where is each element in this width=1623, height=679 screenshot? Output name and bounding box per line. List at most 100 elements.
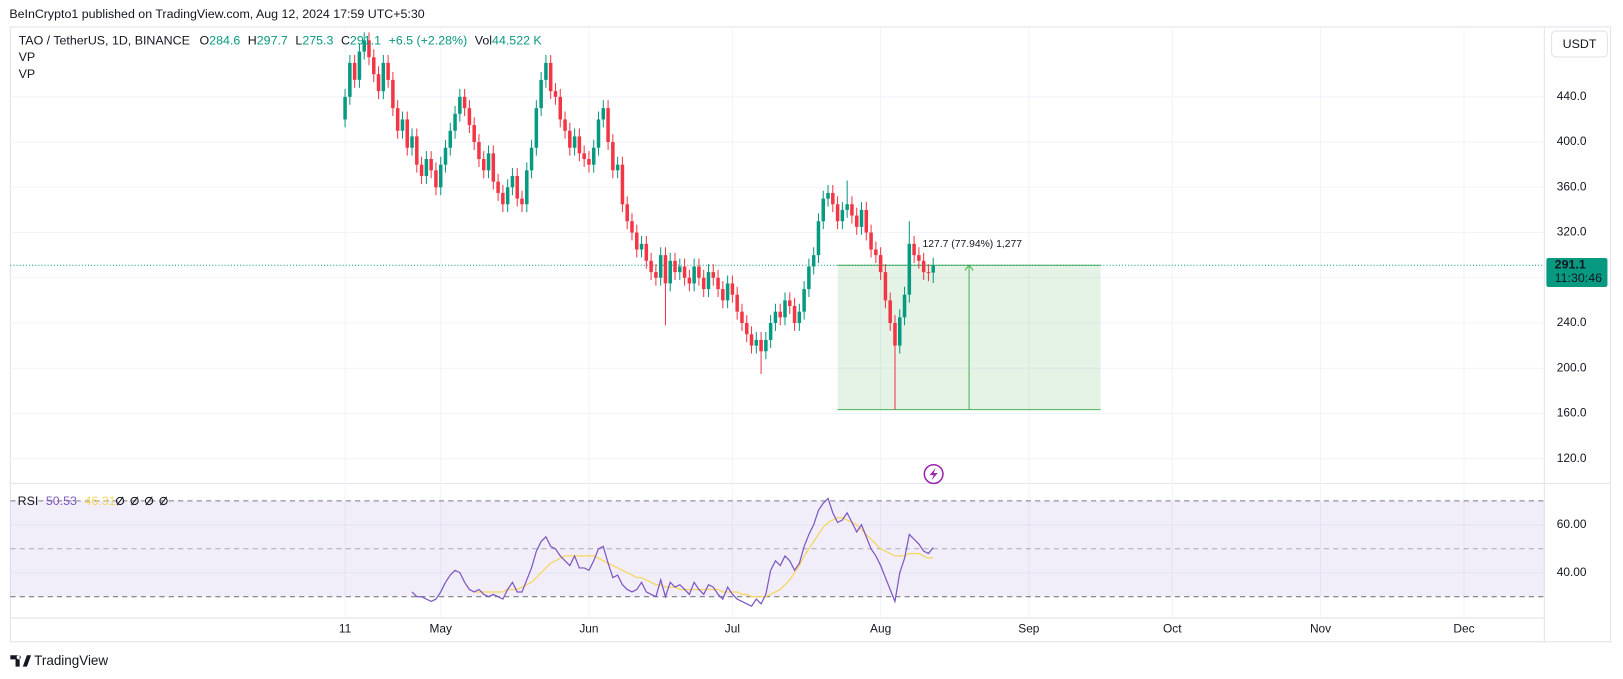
candle-body bbox=[630, 221, 634, 233]
rsi-legend: RSI 50.53 46.31 bbox=[18, 494, 116, 508]
candle-body bbox=[639, 243, 644, 250]
legend-field: H bbox=[248, 34, 257, 48]
candle-body bbox=[926, 272, 931, 274]
candle-body bbox=[826, 192, 830, 199]
candle-body bbox=[491, 153, 496, 182]
countdown: 11:30:46 bbox=[1555, 271, 1602, 285]
candle-body bbox=[802, 289, 806, 312]
y-tick-label: 120.0 bbox=[1557, 451, 1587, 465]
legend-low: 275.3 bbox=[302, 34, 333, 48]
rsi-pane bbox=[10, 497, 1545, 608]
measure-label: 127.7 (77.94%) 1,277 bbox=[923, 239, 1023, 250]
candle-body bbox=[917, 255, 921, 261]
candle-body bbox=[525, 170, 529, 205]
rsi-hidden-icons bbox=[115, 496, 168, 506]
candle-body bbox=[563, 119, 567, 131]
candle-body bbox=[754, 339, 759, 346]
legend-high: 297.7 bbox=[257, 34, 288, 48]
candle-body bbox=[611, 142, 615, 171]
ma-line bbox=[474, 517, 934, 598]
candle-body bbox=[415, 136, 419, 165]
candle-body bbox=[348, 62, 352, 97]
candle-body bbox=[376, 74, 381, 92]
candle-body bbox=[544, 62, 548, 80]
candle-body bbox=[678, 266, 682, 273]
legend-close: 291.1 bbox=[350, 34, 381, 48]
candle-body bbox=[596, 119, 601, 148]
candle-body bbox=[764, 339, 768, 352]
legend-field: L bbox=[295, 34, 302, 48]
candle-body bbox=[534, 108, 539, 148]
candle-body bbox=[735, 294, 739, 312]
candle-body bbox=[768, 322, 773, 340]
candle-body bbox=[759, 339, 763, 352]
chart-frame bbox=[9, 26, 1612, 643]
candle-body bbox=[496, 181, 500, 193]
rsi-tick-label: 60.00 bbox=[1557, 517, 1587, 531]
candle-body bbox=[778, 311, 782, 318]
candle-body bbox=[807, 266, 811, 290]
symbol: TAO / TetherUS, 1D, BINANCE bbox=[19, 34, 190, 48]
legend-change: +6.5 (+2.28%) bbox=[389, 34, 468, 48]
candle-body bbox=[367, 40, 371, 58]
candle-body bbox=[883, 272, 888, 301]
candle-body bbox=[730, 283, 735, 295]
candle-body bbox=[601, 108, 606, 120]
currency-button[interactable] bbox=[1551, 30, 1608, 58]
candle-body bbox=[845, 204, 849, 210]
y-tick-label: 320.0 bbox=[1557, 225, 1587, 239]
candle-body bbox=[725, 283, 730, 301]
candle-body bbox=[548, 62, 553, 92]
candle-body bbox=[893, 322, 897, 346]
candle-body bbox=[410, 136, 414, 148]
candle-body bbox=[400, 119, 405, 131]
candle-body bbox=[462, 96, 467, 109]
candle-body bbox=[453, 113, 457, 131]
candle-body bbox=[673, 260, 677, 273]
candle-body bbox=[343, 96, 347, 120]
candle-body bbox=[405, 119, 410, 148]
candle-body bbox=[687, 277, 692, 284]
candle-body bbox=[486, 153, 491, 171]
candle-body bbox=[864, 209, 869, 233]
candle-body bbox=[740, 311, 744, 323]
y-tick-label: 440.0 bbox=[1557, 89, 1587, 103]
candle-body bbox=[481, 159, 486, 171]
event-icon[interactable] bbox=[923, 463, 944, 485]
candle-body bbox=[539, 79, 543, 109]
candle-body bbox=[921, 260, 926, 273]
currency[interactable]: USDT bbox=[1563, 37, 1597, 51]
candle-body bbox=[744, 322, 749, 335]
candle-body bbox=[897, 317, 902, 346]
candle-body bbox=[697, 266, 701, 278]
candle-body bbox=[644, 243, 649, 261]
candle-body bbox=[902, 294, 907, 318]
candle-body bbox=[840, 209, 845, 222]
rsi-label: RSI bbox=[18, 494, 39, 508]
candle-body bbox=[568, 130, 572, 148]
publisher: BeInCrypto1 published on TradingView.com… bbox=[9, 7, 424, 21]
y-tick-label: 240.0 bbox=[1557, 315, 1587, 329]
candles bbox=[343, 32, 935, 410]
x-tick-label: Nov bbox=[1310, 621, 1331, 635]
candle-body bbox=[520, 198, 524, 205]
candle-body bbox=[472, 125, 476, 143]
candle-body bbox=[811, 255, 816, 267]
candle-body bbox=[625, 204, 629, 222]
candle-body bbox=[515, 175, 519, 199]
candle-body bbox=[448, 130, 453, 148]
candle-body bbox=[711, 272, 716, 278]
candle-body bbox=[831, 192, 835, 205]
y-tick-label: 360.0 bbox=[1557, 179, 1587, 193]
candle-body bbox=[386, 62, 390, 80]
candle-body bbox=[869, 232, 873, 250]
candle-body bbox=[553, 91, 558, 97]
candle-body bbox=[467, 108, 472, 126]
measure-arrow-head bbox=[964, 264, 974, 271]
indicator-label: VP bbox=[19, 67, 36, 81]
candle-body bbox=[907, 243, 912, 295]
rsi-value: 50.53 bbox=[46, 494, 77, 508]
candle-body bbox=[878, 255, 883, 273]
candle-body bbox=[821, 198, 826, 222]
